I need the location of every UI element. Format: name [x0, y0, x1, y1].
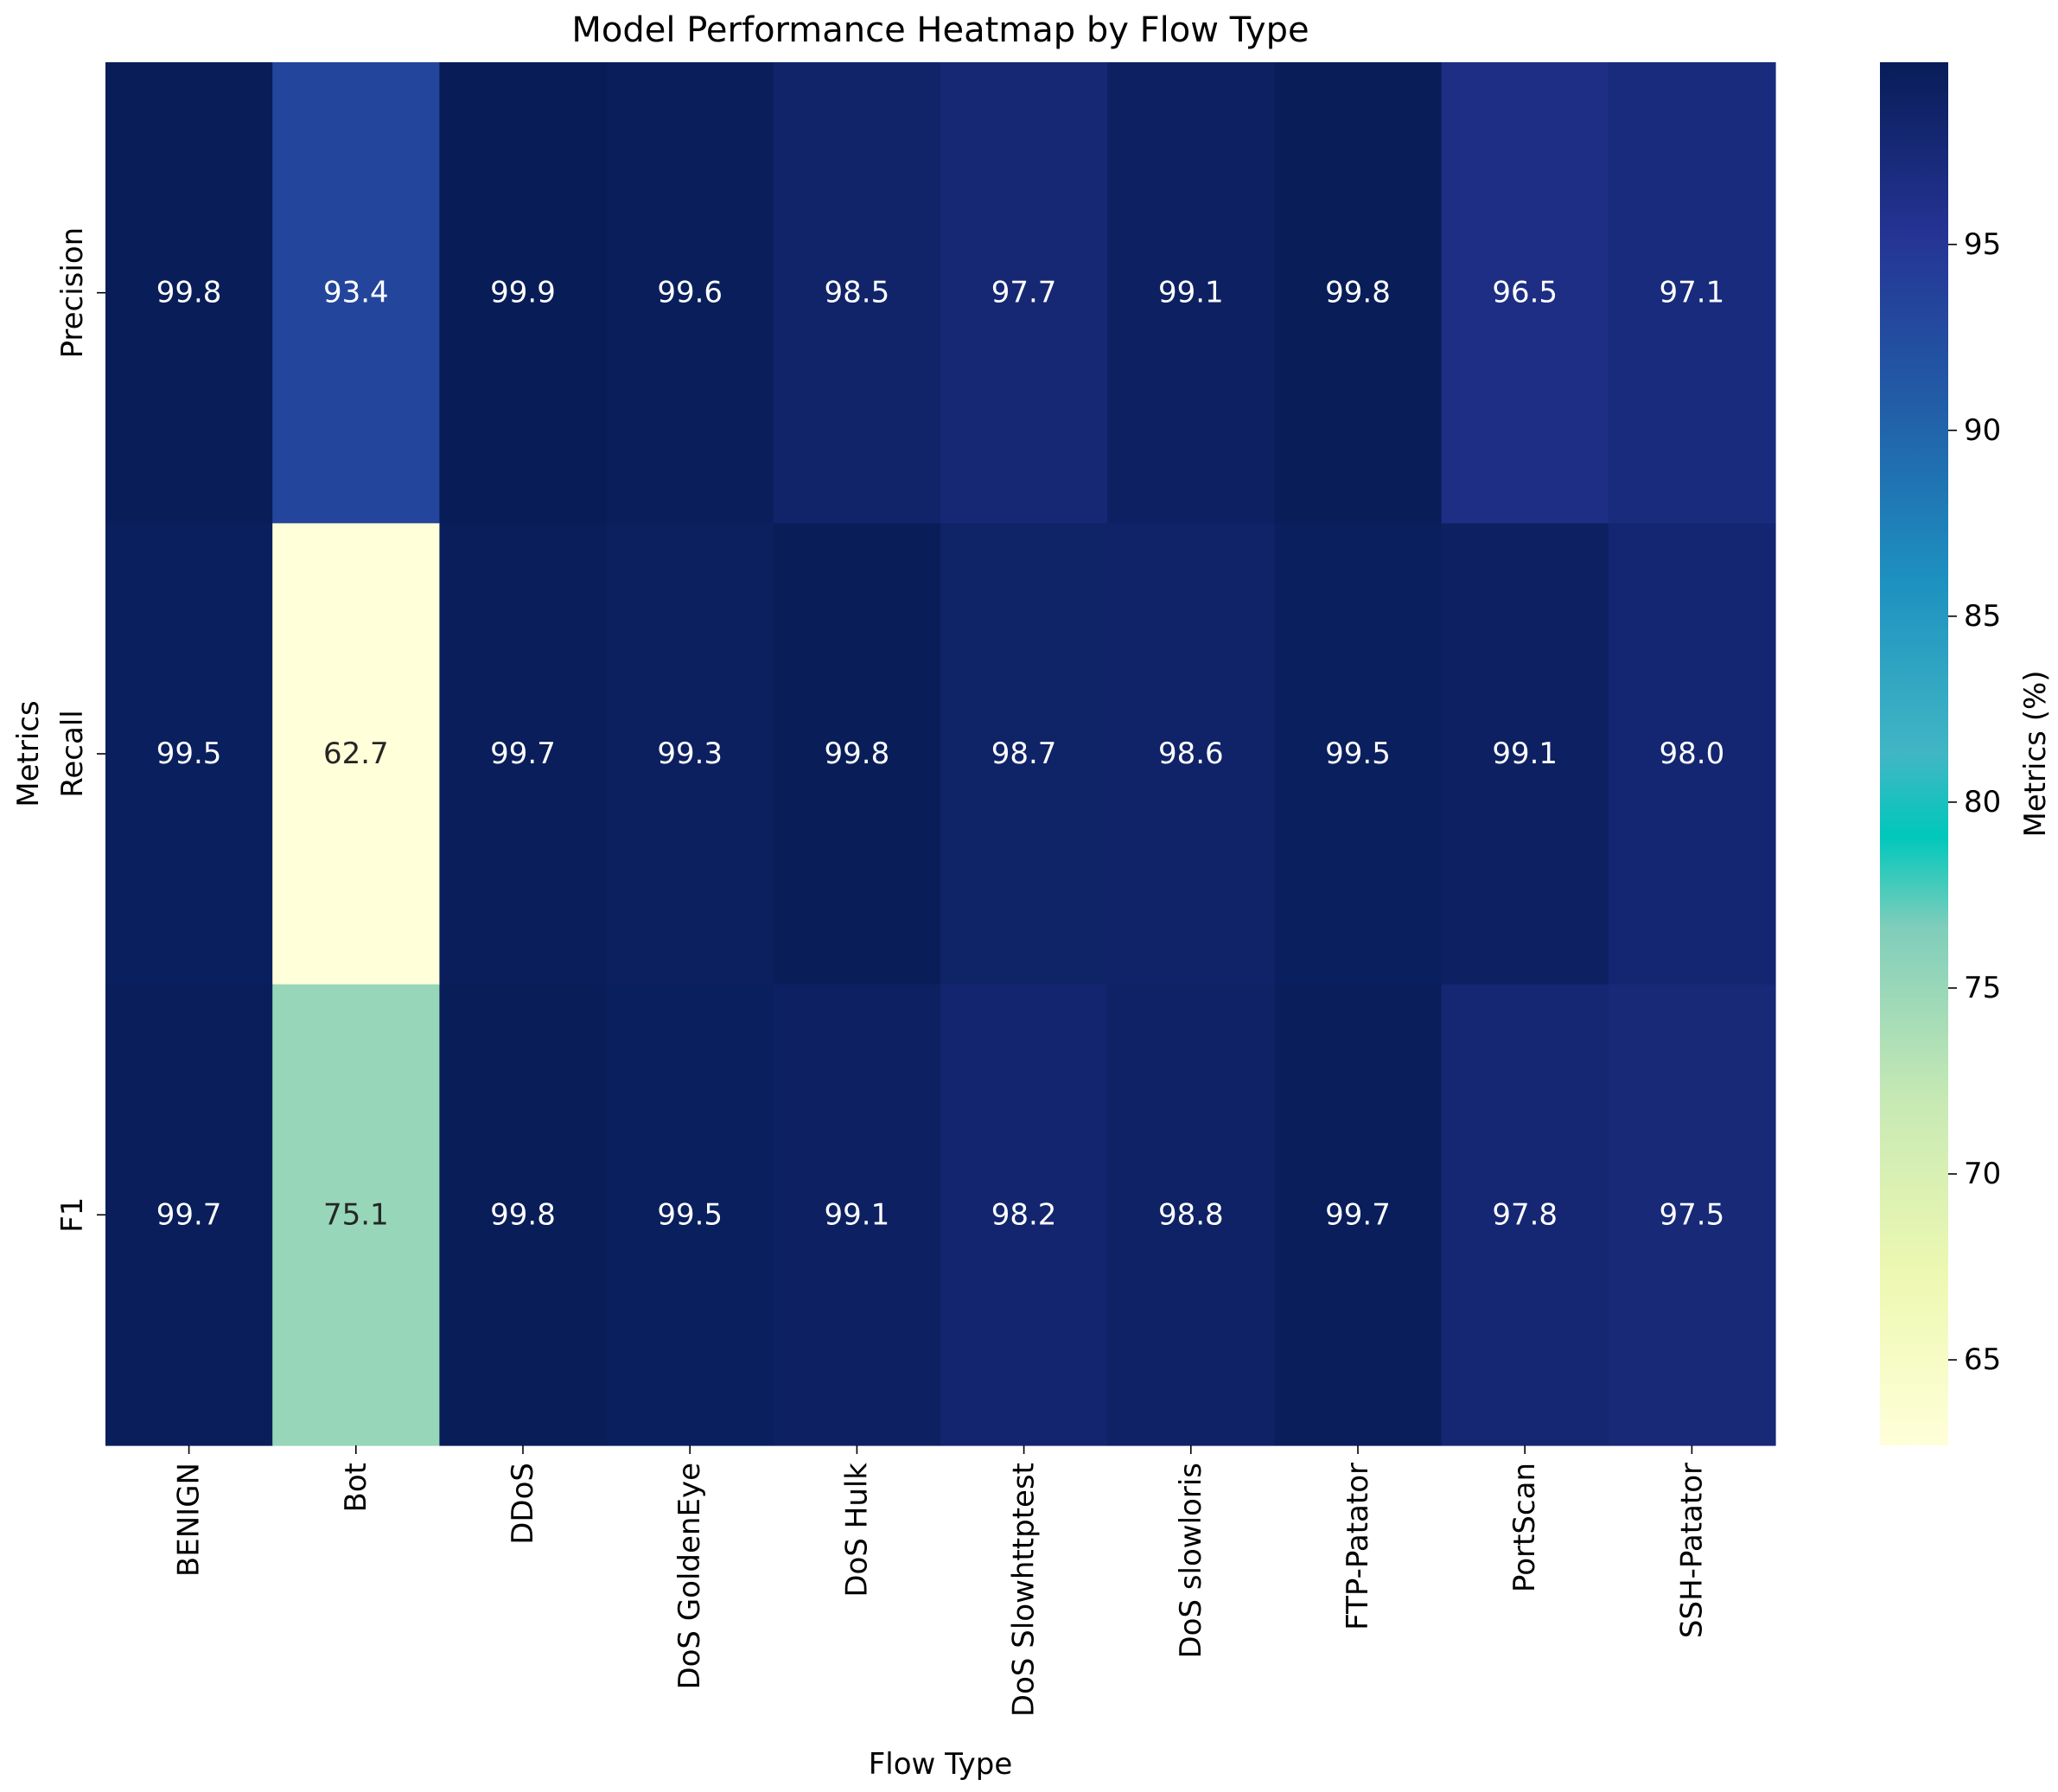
- cell-label-f1-ftp-patator: 99.7: [1325, 1197, 1391, 1232]
- cell-label-recall-bot: 62.7: [323, 737, 389, 771]
- x-tick-label-dos-hulk: DoS Hulk: [839, 1463, 874, 1597]
- y-axis: Precision Recall F1: [55, 227, 105, 1233]
- cell-precision-ssh-patator: [1608, 62, 1776, 524]
- cell-label-recall-dos-slowloris: 98.6: [1158, 737, 1224, 771]
- heatmap-cells: [105, 62, 1776, 1446]
- y-axis-label: Metrics: [11, 700, 46, 807]
- cell-label-recall-dos-goldeneye: 99.3: [657, 737, 723, 771]
- cell-recall-benign: [105, 523, 273, 985]
- cell-f1-dos-slowloris: [1107, 984, 1275, 1446]
- colorbar-ticks: 65 70 75 80 85 90 95: [1948, 227, 2001, 1377]
- cell-recall-dos-slowloris: [1107, 523, 1275, 985]
- cell-f1-dos-slowhttptest: [940, 984, 1108, 1446]
- cell-label-f1-benign: 99.7: [156, 1197, 222, 1232]
- colorbar-tick-label: 70: [1964, 1157, 2001, 1191]
- x-tick-label-dos-slowloris: DoS slowloris: [1174, 1463, 1208, 1659]
- cell-label-precision-benign: 99.8: [156, 276, 222, 310]
- cell-label-recall-dos-hulk: 99.8: [825, 737, 890, 771]
- cell-precision-dos-hulk: [773, 62, 941, 524]
- cell-label-precision-ssh-patator: 97.1: [1660, 276, 1725, 310]
- cell-recall-ssh-patator: [1608, 523, 1776, 985]
- cell-recall-ftp-patator: [1274, 523, 1443, 985]
- cell-label-precision-portscan: 96.5: [1492, 276, 1558, 310]
- cell-precision-dos-slowhttptest: [940, 62, 1108, 524]
- cell-label-recall-portscan: 99.1: [1492, 737, 1558, 771]
- x-tick-label-dos-slowhttptest: DoS Slowhttptest: [1007, 1463, 1042, 1717]
- cell-label-f1-portscan: 97.8: [1492, 1197, 1558, 1232]
- colorbar-gradient: [1880, 62, 1948, 1445]
- colorbar: 65 70 75 80 85 90 95 Metrics (%): [1880, 62, 2053, 1445]
- cell-recall-dos-goldeneye: [606, 523, 774, 985]
- cell-label-precision-dos-goldeneye: 99.6: [657, 276, 723, 310]
- cell-label-recall-ddos: 99.7: [490, 737, 556, 771]
- cell-label-f1-dos-hulk: 99.1: [825, 1197, 890, 1232]
- cell-label-recall-benign: 99.5: [156, 737, 222, 771]
- cell-label-recall-dos-slowhttptest: 98.7: [991, 737, 1057, 771]
- cell-precision-ddos: [439, 62, 608, 524]
- y-tick-label-precision: Precision: [55, 227, 90, 359]
- x-tick-label-benign: BENIGN: [172, 1463, 207, 1577]
- cell-recall-dos-slowhttptest: [940, 523, 1108, 985]
- cell-recall-bot: [272, 523, 440, 985]
- cell-f1-ssh-patator: [1608, 984, 1776, 1446]
- cell-f1-bot: [272, 984, 440, 1446]
- cell-label-f1-bot: 75.1: [323, 1197, 389, 1232]
- x-axis-label: Flow Type: [869, 1747, 1013, 1782]
- cell-precision-bot: [272, 62, 440, 524]
- x-tick-label-ddos: DDoS: [506, 1463, 540, 1545]
- cell-label-f1-dos-slowloris: 98.8: [1158, 1197, 1224, 1232]
- heatmap-cell-labels: 99.8 93.4 99.9 99.6 98.5 97.7 99.1 99.8 96.5 97.1…: [156, 276, 1725, 1233]
- cell-label-f1-dos-goldeneye: 99.5: [657, 1197, 723, 1232]
- cell-f1-benign: [105, 984, 273, 1446]
- cell-recall-dos-hulk: [773, 523, 941, 985]
- y-tick-label-recall: Recall: [55, 710, 90, 797]
- colorbar-tick-label: 90: [1964, 413, 2001, 448]
- cell-recall-ddos: [439, 523, 608, 985]
- cell-label-precision-dos-hulk: 98.5: [825, 276, 890, 310]
- cell-label-recall-ssh-patator: 98.0: [1660, 737, 1725, 771]
- cell-label-precision-dos-slowhttptest: 97.7: [991, 276, 1057, 310]
- colorbar-tick-label: 75: [1964, 971, 2001, 1005]
- x-tick-label-dos-goldeneye: DoS GoldenEye: [672, 1463, 707, 1690]
- cell-f1-ddos: [439, 984, 608, 1446]
- chart-title: Model Performance Heatmap by Flow Type: [571, 10, 1309, 50]
- x-tick-label-portscan: PortScan: [1507, 1463, 1542, 1592]
- cell-label-f1-dos-slowhttptest: 98.2: [991, 1197, 1057, 1232]
- x-tick-label-bot: Bot: [339, 1463, 373, 1512]
- cell-label-recall-ftp-patator: 99.5: [1325, 737, 1391, 771]
- y-tick-label-f1: F1: [55, 1197, 90, 1233]
- cell-label-precision-ftp-patator: 99.8: [1325, 276, 1391, 310]
- colorbar-tick-label: 80: [1964, 785, 2001, 819]
- colorbar-tick-label: 65: [1964, 1342, 2001, 1377]
- x-tick-label-ssh-patator: SSH-Patator: [1674, 1463, 1709, 1638]
- colorbar-tick-label: 95: [1964, 227, 2001, 262]
- cell-label-precision-ddos: 99.9: [490, 276, 556, 310]
- cell-f1-dos-goldeneye: [606, 984, 774, 1446]
- cell-f1-dos-hulk: [773, 984, 941, 1446]
- cell-label-f1-ssh-patator: 97.5: [1660, 1197, 1725, 1232]
- cell-precision-dos-goldeneye: [606, 62, 774, 524]
- cell-precision-ftp-patator: [1274, 62, 1443, 524]
- cell-f1-ftp-patator: [1274, 984, 1443, 1446]
- cell-label-precision-bot: 93.4: [323, 276, 389, 310]
- cell-label-precision-dos-slowloris: 99.1: [1158, 276, 1224, 310]
- cell-f1-portscan: [1441, 984, 1609, 1446]
- x-tick-label-ftp-patator: FTP-Patator: [1341, 1463, 1375, 1630]
- cell-label-f1-ddos: 99.8: [490, 1197, 556, 1232]
- colorbar-label: Metrics (%): [2018, 670, 2053, 837]
- cell-precision-dos-slowloris: [1107, 62, 1275, 524]
- x-axis: BENIGN Bot DDoS DoS GoldenEye DoS Hulk DoS Sl…: [172, 1445, 1709, 1717]
- cell-precision-benign: [105, 62, 273, 524]
- cell-precision-portscan: [1441, 62, 1609, 524]
- cell-recall-portscan: [1441, 523, 1609, 985]
- colorbar-tick-label: 85: [1964, 599, 2001, 634]
